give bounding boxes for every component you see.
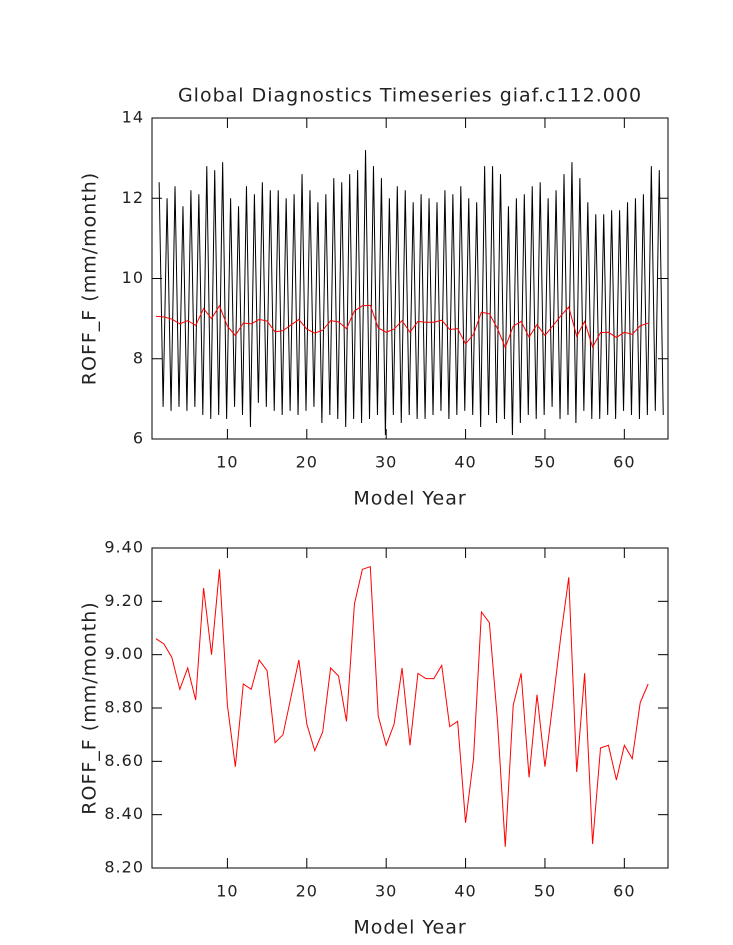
y-tick-label: 10	[122, 268, 144, 287]
data-line	[155, 304, 649, 349]
x-tick-label: 30	[375, 882, 397, 901]
data-line	[155, 565, 649, 847]
x-tick-label: 50	[534, 882, 556, 901]
plot-frame	[151, 547, 669, 869]
y-tick-label: 9.00	[104, 644, 144, 663]
y-tick-label: 8.60	[104, 751, 144, 770]
x-tick-label: 50	[534, 453, 556, 472]
x-tick-label: 40	[454, 453, 476, 472]
x-tick-label: 30	[375, 453, 397, 472]
y-tick-label: 8	[133, 348, 144, 367]
y-tick-label: 14	[122, 108, 144, 127]
x-axis-label: Model Year	[353, 488, 466, 510]
y-tick-label: 6	[133, 429, 144, 448]
data-line	[158, 150, 664, 435]
x-tick-label: 10	[216, 882, 238, 901]
chart-title: Global Diagnostics Timeseries giaf.c112.…	[178, 85, 642, 107]
x-tick-label: 20	[296, 453, 318, 472]
y-tick-label: 8.40	[104, 804, 144, 823]
x-tick-label: 60	[613, 882, 635, 901]
x-tick-label: 20	[296, 882, 318, 901]
y-tick-label: 8.80	[104, 698, 144, 717]
y-tick-label: 12	[122, 188, 144, 207]
x-tick-label: 10	[216, 453, 238, 472]
x-axis-label: Model Year	[353, 917, 466, 939]
y-axis-label: ROFF_F (mm/month)	[79, 601, 101, 814]
y-tick-label: 9.20	[104, 591, 144, 610]
y-axis-label: ROFF_F (mm/month)	[79, 172, 101, 385]
x-tick-label: 40	[454, 882, 476, 901]
x-tick-label: 60	[613, 453, 635, 472]
y-tick-label: 9.40	[104, 538, 144, 557]
y-tick-label: 8.20	[104, 858, 144, 877]
